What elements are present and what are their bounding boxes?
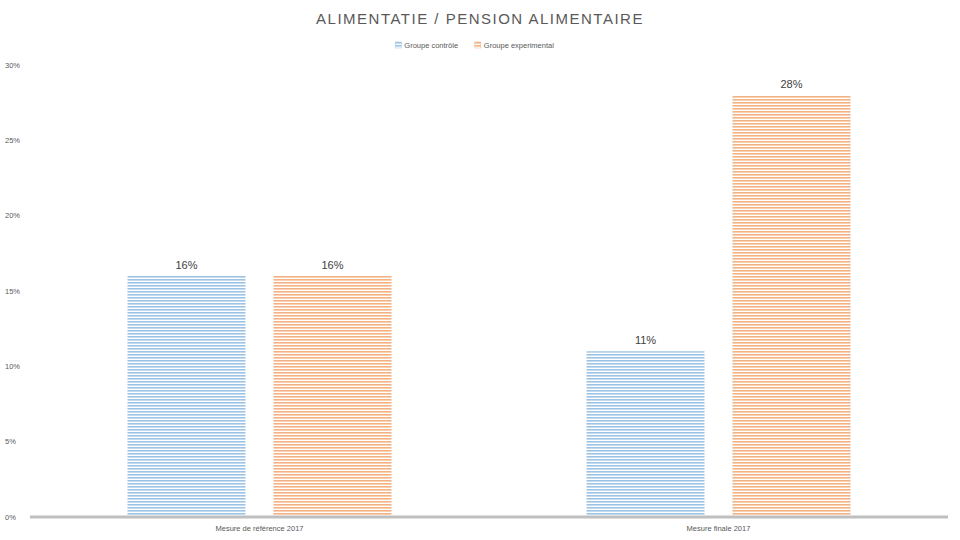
data-label: 16%: [321, 259, 343, 271]
title: ALIMENTATIE / PENSION ALIMENTAIRE: [316, 10, 644, 27]
chart: ALIMENTATIE / PENSION ALIMENTAIRE Groupe …: [0, 0, 960, 540]
legend-swatch: [395, 42, 401, 48]
data-label: 16%: [175, 259, 197, 271]
data-labels: 16% 11% 16% 28%: [175, 78, 802, 346]
legend-swatch: [475, 42, 481, 48]
y-tick-label: 10%: [5, 362, 20, 371]
legend-label: Groupe experimental: [484, 41, 554, 50]
x-tick-label: Mesure finale 2017: [687, 524, 751, 533]
bar: [128, 276, 246, 517]
y-tick-label: 25%: [5, 136, 20, 145]
bar: [587, 351, 705, 517]
y-tick-label: 15%: [5, 287, 20, 296]
bar: [733, 95, 851, 517]
y-tick-label: 20%: [5, 211, 20, 220]
data-label: 28%: [780, 78, 802, 90]
x-tick-label: Mesure de référence 2017: [216, 524, 304, 533]
y-axis: 0% 5% 10% 15% 20% 25% 30%: [5, 61, 20, 522]
x-axis-line: [30, 516, 948, 519]
data-label: 11%: [635, 334, 656, 346]
legend-label: Groupe contrôle: [404, 41, 458, 50]
y-tick-label: 30%: [5, 61, 20, 70]
legend: Groupe contrôle Groupe experimental: [395, 41, 554, 50]
bars: [128, 95, 851, 517]
y-tick-label: 0%: [5, 513, 16, 522]
bar: [274, 276, 392, 517]
y-tick-label: 5%: [5, 437, 16, 446]
x-axis: Mesure de référence 2017 Mesure finale 20…: [216, 524, 751, 533]
